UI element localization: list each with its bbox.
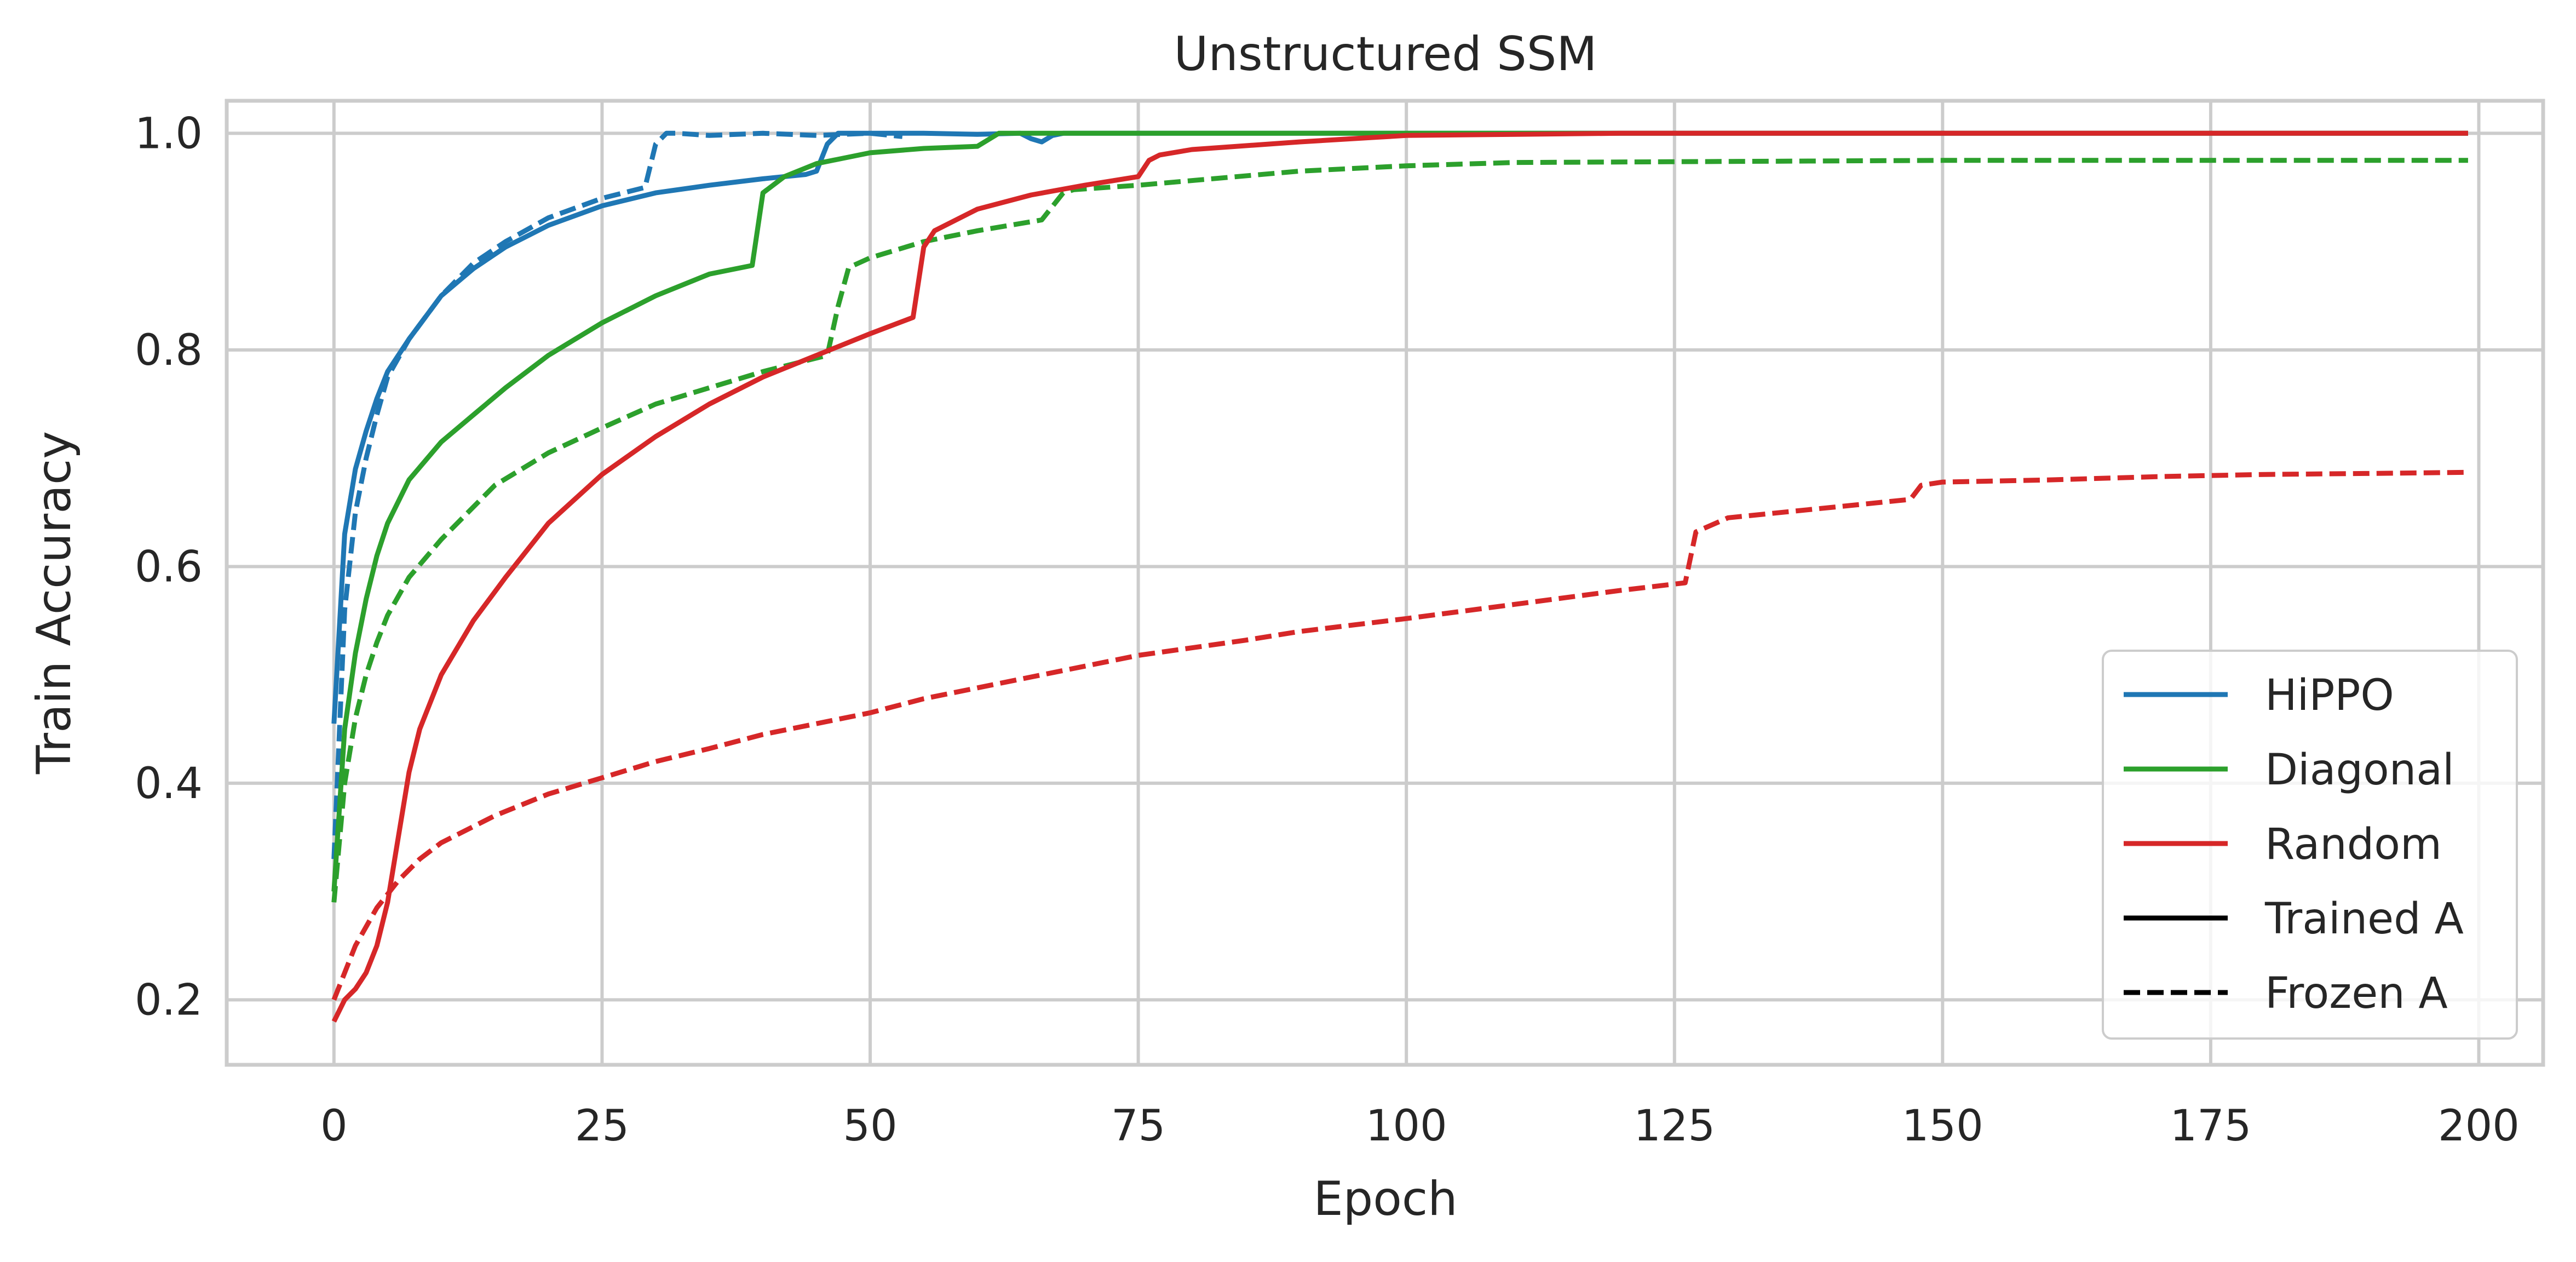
x-tick-label: 175 xyxy=(2170,1102,2251,1151)
legend-label: Diagonal xyxy=(2265,745,2454,795)
x-tick-label: 150 xyxy=(1902,1102,1983,1151)
chart-title: Unstructured SSM xyxy=(1174,27,1597,82)
legend: HiPPO Diagonal Random Trained A Frozen A xyxy=(2102,650,2518,1040)
legend-entry: Frozen A xyxy=(2124,969,2448,1018)
y-tick-label: 0.6 xyxy=(135,542,203,592)
y-tick-label: 1.0 xyxy=(135,109,203,158)
x-tick-label: 25 xyxy=(575,1102,629,1151)
legend-label: Trained A xyxy=(2264,894,2464,944)
legend-entry: HiPPO xyxy=(2124,671,2394,720)
legend-entry: Diagonal xyxy=(2124,745,2454,795)
series-lines xyxy=(331,130,2468,1023)
y-axis-ticks: 0.2 0.4 0.6 0.8 1.0 xyxy=(135,109,203,1025)
y-tick-label: 0.8 xyxy=(135,326,203,375)
series-line-5-frozen xyxy=(331,469,2468,1001)
plot-border xyxy=(225,99,2545,1067)
x-tick-label: 100 xyxy=(1366,1102,1447,1151)
plot-frame xyxy=(225,99,2545,1067)
series-line-4-trained xyxy=(331,130,2468,1023)
legend-label: HiPPO xyxy=(2265,671,2394,720)
x-tick-label: 75 xyxy=(1111,1102,1165,1151)
legend-frame xyxy=(2102,650,2518,1040)
x-tick-label: 50 xyxy=(843,1102,897,1151)
y-tick-label: 0.2 xyxy=(135,976,203,1025)
legend-label: Random xyxy=(2265,820,2442,869)
series-line-1-frozen xyxy=(331,130,903,859)
series-line-2-trained xyxy=(331,130,2468,892)
x-tick-label: 125 xyxy=(1634,1102,1715,1151)
x-axis-ticks: 0 25 50 75 100 125 150 175 200 xyxy=(320,1102,2520,1151)
y-tick-label: 0.4 xyxy=(135,759,203,808)
x-tick-label: 0 xyxy=(320,1102,348,1151)
legend-label: Frozen A xyxy=(2265,969,2448,1018)
x-axis-label: Epoch xyxy=(1313,1172,1457,1226)
series-line-3-frozen xyxy=(331,158,2468,903)
legend-entry: Random xyxy=(2124,820,2442,869)
x-tick-label: 200 xyxy=(2438,1102,2520,1151)
y-axis-label: Train Accuracy xyxy=(27,431,82,775)
legend-entry: Trained A xyxy=(2124,894,2464,944)
